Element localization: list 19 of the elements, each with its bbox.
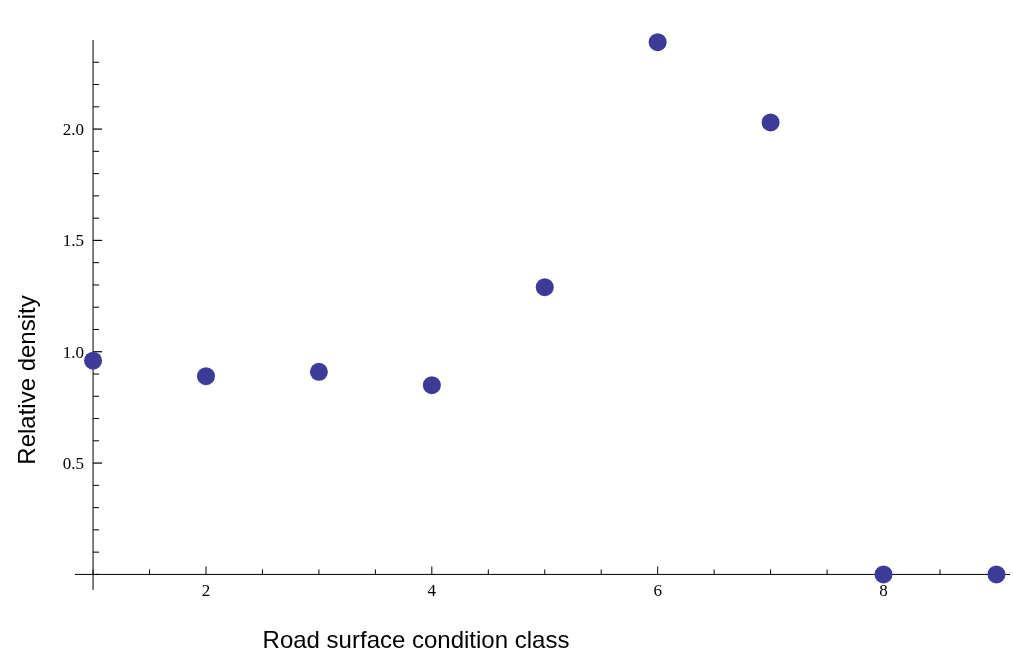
point — [84, 351, 103, 370]
x-tick-label: 2 — [201, 581, 211, 601]
y-axis-title: Relative density — [13, 295, 40, 465]
point — [535, 278, 554, 297]
y-tick-label: 1.5 — [62, 231, 85, 251]
point — [761, 113, 780, 132]
point — [309, 362, 328, 381]
x-tick-label: 6 — [653, 581, 662, 601]
x-axis-title: Road surface condition class — [262, 626, 570, 653]
point — [196, 367, 215, 386]
point — [987, 565, 1006, 584]
point — [648, 33, 667, 52]
point — [874, 565, 893, 584]
x-tick-label: 4 — [427, 581, 437, 601]
point — [422, 376, 441, 395]
y-tick-label: 2.0 — [62, 120, 85, 140]
y-tick-label: 1.0 — [62, 342, 85, 362]
x-tick-label: 8 — [879, 581, 888, 601]
y-tick-label: 0.5 — [62, 454, 85, 474]
